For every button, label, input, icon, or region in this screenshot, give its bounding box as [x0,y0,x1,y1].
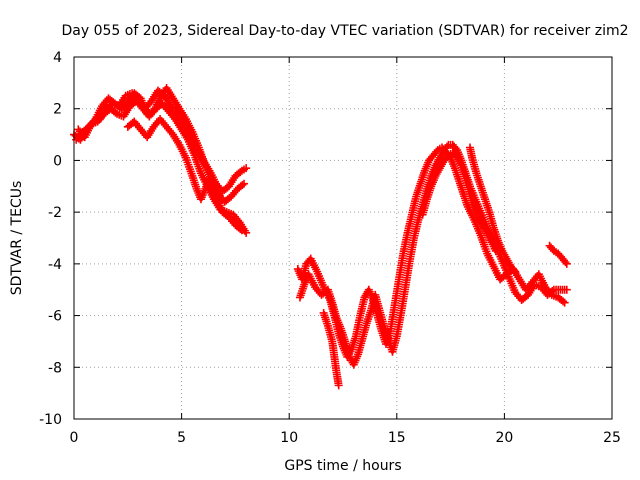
data-point [509,265,518,274]
y-tick-label: -4 [48,257,62,273]
data-points [70,84,571,390]
data-point [561,258,570,267]
data-point [334,381,343,390]
grid-lines [74,57,612,419]
data-point [562,259,571,268]
data-point [562,285,571,294]
y-tick-label: 0 [53,153,62,169]
x-tick-labels: 0 5 10 15 20 25 [70,430,621,446]
y-axis-label: SDTVAR / TECUs [9,181,25,296]
series-track-4 [123,115,246,235]
data-point [511,267,520,276]
data-point [242,164,251,173]
data-point [242,228,251,237]
y-tick-label: -10 [39,412,62,428]
y-tick-label: 2 [53,102,62,118]
data-point [236,224,245,233]
data-point [559,297,568,306]
series-track-6 [295,140,571,369]
chart-title: Day 055 of 2023, Sidereal Day-to-day VTE… [62,23,629,39]
x-tick-label: 0 [70,430,79,446]
y-tick-label: -8 [48,360,62,376]
y-tick-label: -2 [48,205,62,221]
x-tick-label: 15 [388,430,406,446]
x-tick-label: 5 [177,430,186,446]
series-track-10 [545,241,571,268]
y-tick-label: 4 [53,50,62,66]
series-track-7 [319,308,343,390]
x-tick-label: 20 [495,430,513,446]
axis-ticks [73,56,613,420]
data-point [548,287,557,296]
data-point [560,298,569,307]
y-tick-labels: -10 -8 -6 -4 -2 0 2 4 [39,50,62,428]
series-track-9 [465,143,520,276]
plot-frame [73,56,613,420]
data-point [237,226,246,235]
x-axis-label: GPS time / hours [284,458,401,474]
series-track-8 [418,148,500,255]
data-point [240,179,249,188]
x-tick-label: 25 [603,430,621,446]
y-tick-label: -6 [48,309,62,325]
data-point [443,142,452,151]
data-point [238,180,247,189]
x-tick-label: 10 [280,430,298,446]
